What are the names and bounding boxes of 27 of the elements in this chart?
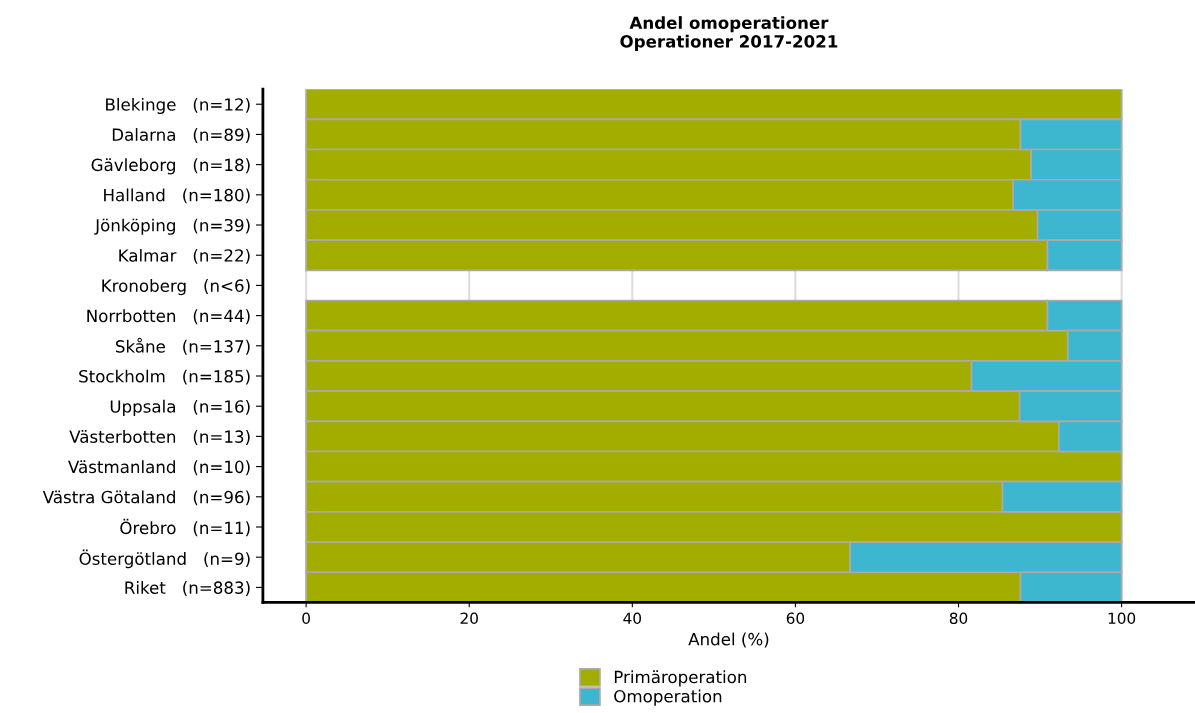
chart-title: Andel omoperationer Operationer 2017-2021 — [620, 16, 838, 51]
y-tick-label: Örebro (n=11) — [120, 518, 250, 537]
y-tick-label: Riket (n=883) — [125, 581, 250, 596]
x-tick-label: 80 — [949, 612, 968, 625]
x-tick-label: 40 — [623, 612, 642, 625]
y-tick-label: Jönköping (n=39) — [94, 218, 250, 235]
y-tick-label: Kalmar (n=22) — [119, 248, 250, 264]
y-tick-label: Dalarna (n=89) — [112, 128, 250, 143]
y-tick-label: Skåne (n=137) — [115, 337, 250, 355]
x-axis-title: Andel (%) — [688, 632, 769, 648]
x-tick-label: 0 — [302, 612, 310, 625]
y-tick-label: Västmanland (n=10) — [68, 460, 250, 476]
y-tick-label: Halland (n=180) — [104, 188, 250, 204]
x-tick-label: 100 — [1108, 612, 1136, 625]
y-tick-label: Stockholm (n=185) — [79, 369, 250, 385]
x-tick-label: 20 — [460, 612, 478, 625]
legend-label: Primäroperation — [614, 670, 747, 687]
y-tick-label: Norrbotten (n=44) — [87, 309, 250, 325]
y-tick-label: Uppsala (n=16) — [110, 399, 250, 416]
x-tick-label: 60 — [786, 612, 805, 625]
y-tick-label: Västerbotten (n=13) — [69, 430, 250, 445]
y-tick-label: Östergötland (n=9) — [79, 549, 250, 569]
y-tick-label: Västra Götaland (n=96) — [42, 490, 250, 506]
legend-label: Omoperation — [614, 689, 722, 706]
y-tick-label: Gävleborg (n=18) — [91, 158, 250, 175]
y-tick-label: Kronoberg (n<6) — [102, 279, 250, 296]
y-tick-label: Blekinge (n=12) — [106, 97, 250, 115]
